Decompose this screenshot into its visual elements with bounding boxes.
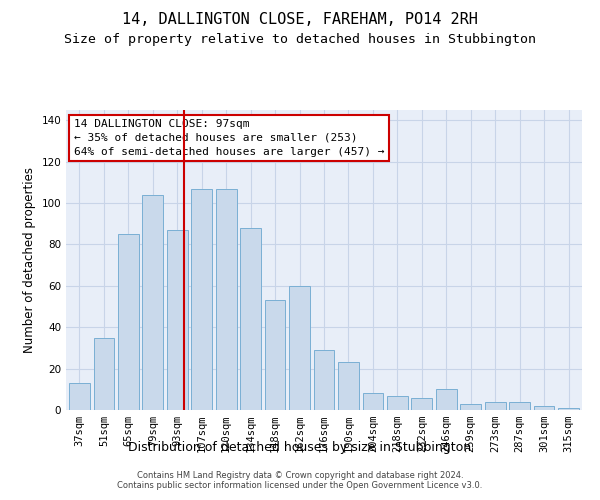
Text: Size of property relative to detached houses in Stubbington: Size of property relative to detached ho…	[64, 32, 536, 46]
Bar	[338, 362, 359, 410]
Bar	[412, 398, 432, 410]
Bar	[289, 286, 310, 410]
Bar	[460, 404, 481, 410]
Bar	[265, 300, 286, 410]
Bar	[387, 396, 408, 410]
Bar	[362, 394, 383, 410]
Text: Contains HM Land Registry data © Crown copyright and database right 2024.: Contains HM Land Registry data © Crown c…	[137, 472, 463, 480]
Bar	[142, 195, 163, 410]
Bar	[69, 383, 90, 410]
Bar	[314, 350, 334, 410]
Bar	[436, 390, 457, 410]
Bar	[216, 188, 236, 410]
Text: Distribution of detached houses by size in Stubbington: Distribution of detached houses by size …	[128, 441, 472, 454]
Bar	[558, 408, 579, 410]
Text: 14 DALLINGTON CLOSE: 97sqm
← 35% of detached houses are smaller (253)
64% of sem: 14 DALLINGTON CLOSE: 97sqm ← 35% of deta…	[74, 119, 384, 157]
Text: 14, DALLINGTON CLOSE, FAREHAM, PO14 2RH: 14, DALLINGTON CLOSE, FAREHAM, PO14 2RH	[122, 12, 478, 28]
Bar	[509, 402, 530, 410]
Bar	[240, 228, 261, 410]
Bar	[485, 402, 506, 410]
Bar	[118, 234, 139, 410]
Text: Contains public sector information licensed under the Open Government Licence v3: Contains public sector information licen…	[118, 482, 482, 490]
Bar	[167, 230, 188, 410]
Bar	[191, 188, 212, 410]
Bar	[534, 406, 554, 410]
Bar	[94, 338, 114, 410]
Y-axis label: Number of detached properties: Number of detached properties	[23, 167, 36, 353]
